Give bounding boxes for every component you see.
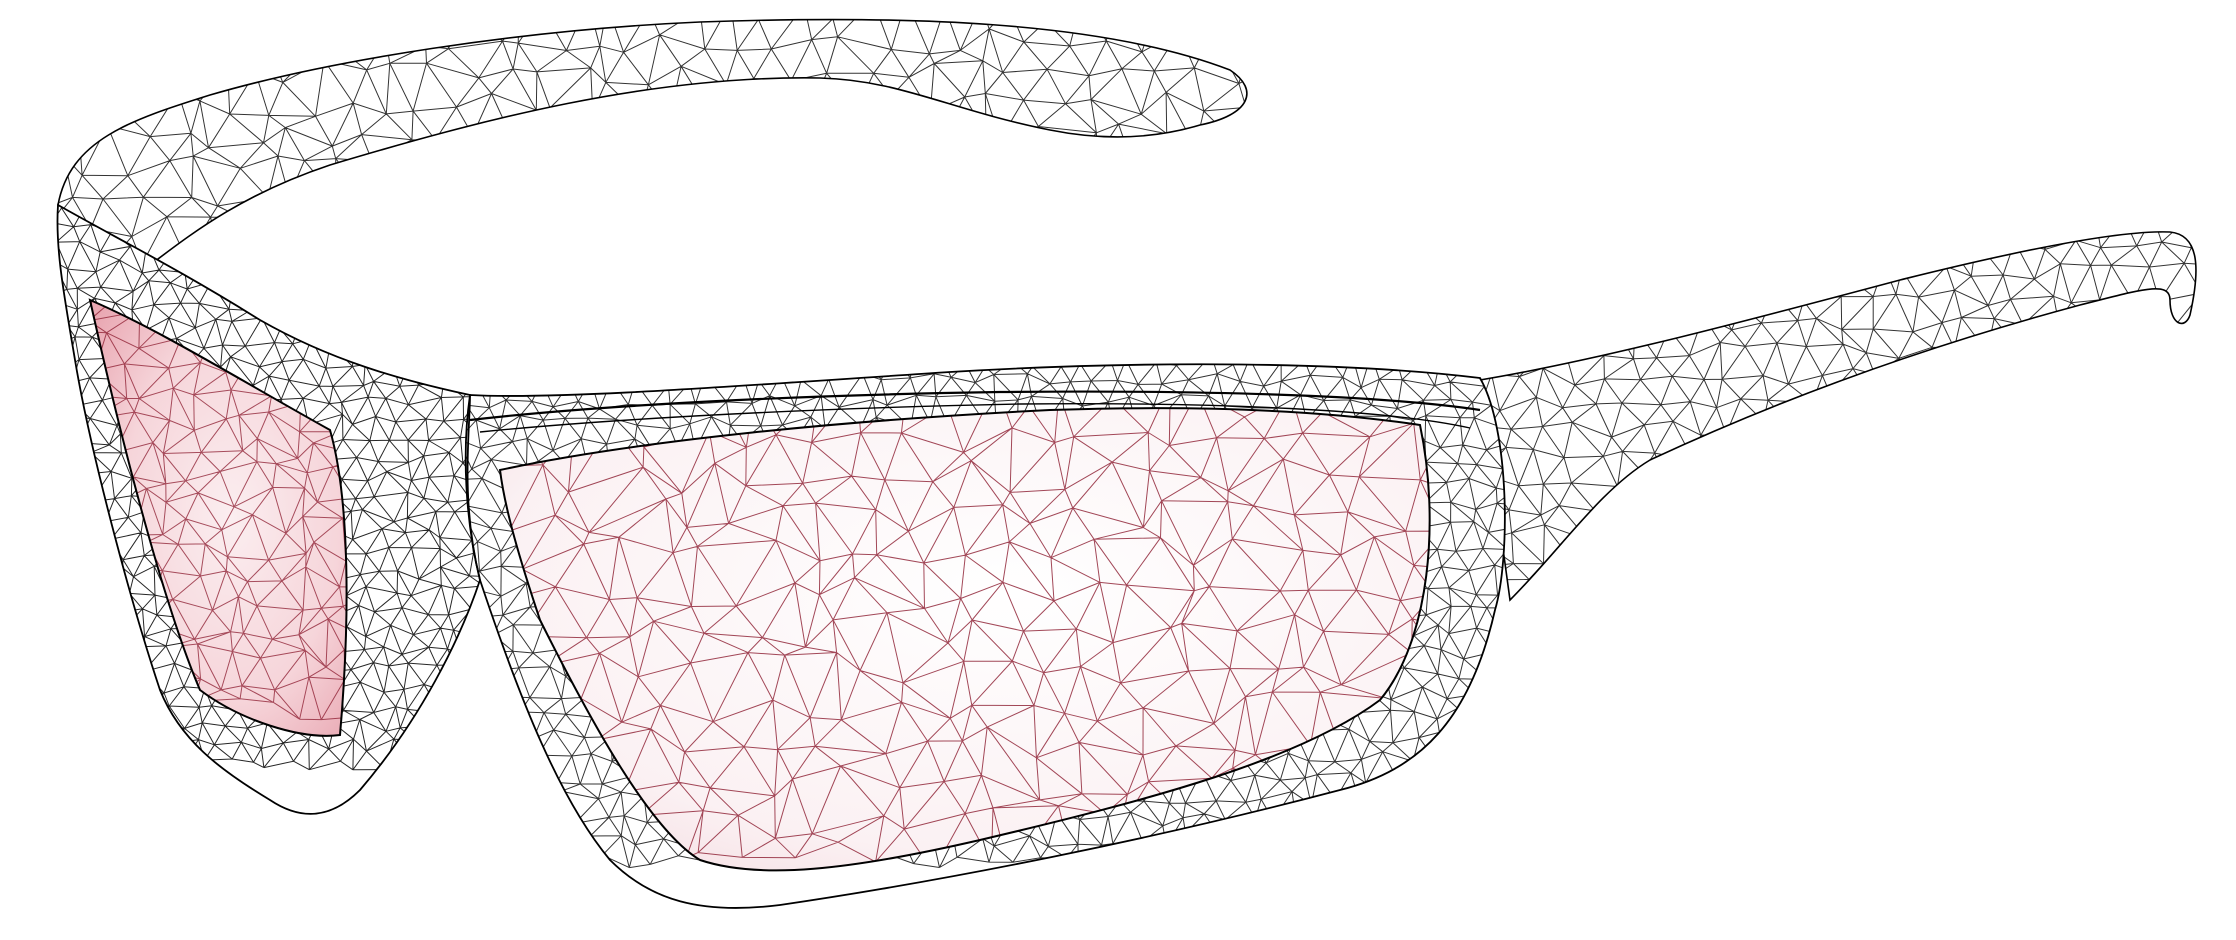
right-lens [498,407,1431,872]
right-temple-arm [1479,231,2197,602]
left-temple-arm [57,18,1248,266]
frame-outline [56,203,1506,909]
